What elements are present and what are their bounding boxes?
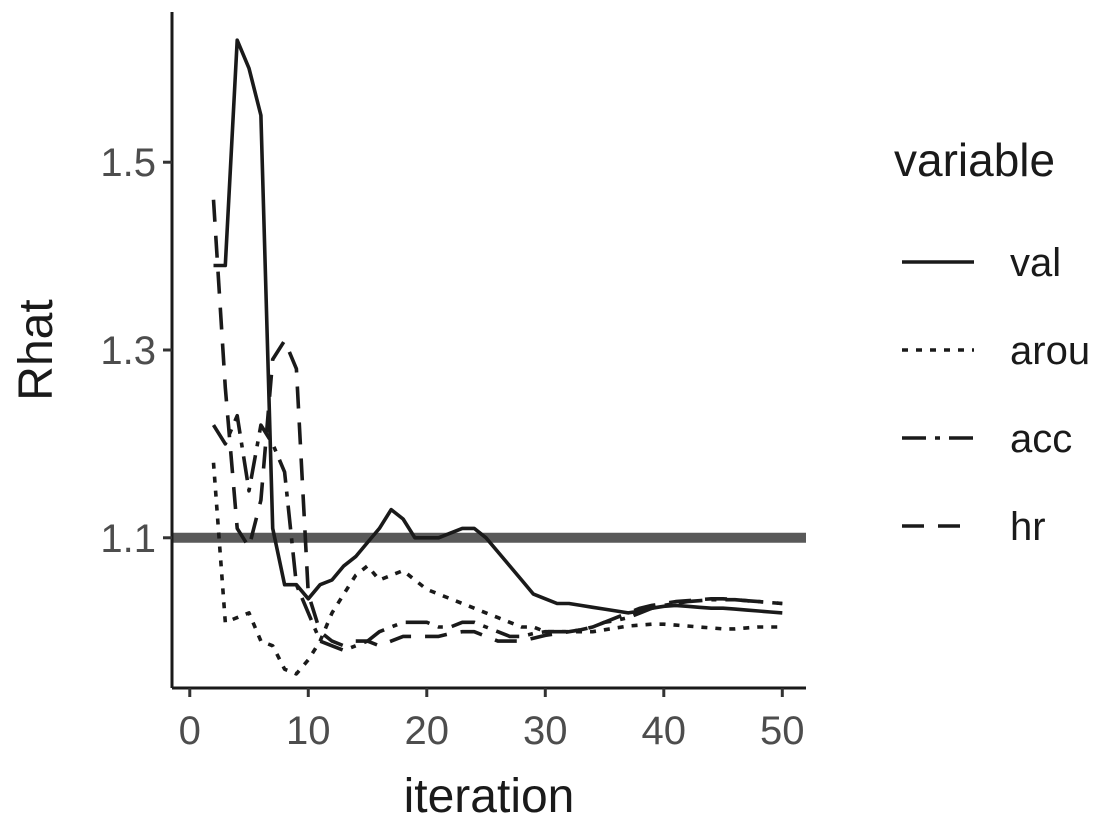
series-line-hr [211,199,783,648]
legend-label-hr: hr [1010,505,1046,549]
legend-label-arou: arou [1010,329,1090,373]
legend-items: val arou acc hr [902,241,1090,549]
legend-title: variable [894,134,1055,186]
legend-label-acc: acc [1010,417,1072,461]
series-line-val [213,38,783,615]
series-layer [211,38,783,676]
x-axis-title: iteration [404,770,575,823]
legend: variable val arou acc hr [894,134,1090,549]
x-tick-label: 0 [179,709,201,753]
legend-item-acc: acc [902,417,1072,461]
series-line-arou [211,462,783,676]
y-axis-title: Rhat [10,299,63,400]
legend-label-val: val [1010,241,1061,285]
y-tick-label: 1.3 [100,329,156,373]
legend-item-arou: arou [902,329,1090,373]
x-tick-label: 50 [760,709,805,753]
legend-item-val: val [902,241,1061,285]
x-tick-label: 40 [642,709,687,753]
x-tick-label: 20 [405,709,450,753]
y-tick-label: 1.1 [100,517,156,561]
tick-layer: 0 10 20 30 40 50 1.1 1.3 1.5 [100,141,804,753]
legend-item-hr: hr [902,505,1046,549]
x-tick-label: 30 [523,709,568,753]
x-tick-label: 10 [286,709,331,753]
y-tick-label: 1.5 [100,141,156,185]
